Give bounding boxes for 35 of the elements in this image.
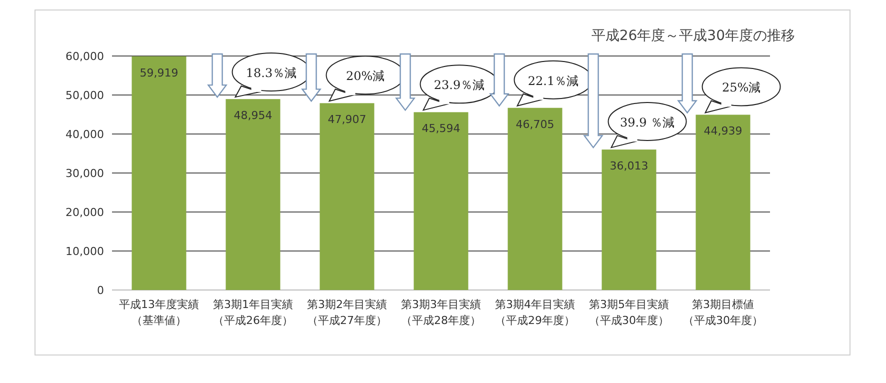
annotation: 25%減	[722, 80, 761, 95]
data-label: 45,594	[422, 122, 460, 136]
y-tick-label: 10,000	[66, 245, 104, 258]
bar	[132, 56, 186, 290]
data-label: 48,954	[234, 109, 272, 122]
y-tick-label: 30,000	[66, 167, 104, 180]
data-label: 47,907	[328, 113, 366, 126]
bar	[602, 150, 656, 290]
bar	[414, 112, 468, 290]
y-tick-label: 50,000	[66, 89, 104, 102]
annotation: 18.3％減	[246, 66, 297, 80]
x-tick-label: 第3期目標値（平成30年度）	[683, 298, 763, 327]
x-tick-label: 第3期5年目実績（平成30年度）	[589, 298, 669, 327]
y-tick-label: 40,000	[66, 128, 104, 141]
bar	[226, 99, 280, 290]
bar	[508, 108, 562, 290]
bar	[696, 114, 750, 290]
y-tick-label: 0	[97, 284, 104, 297]
x-tick-label: 平成13年度実績（基準値）	[119, 298, 199, 327]
data-label: 59,919	[140, 66, 178, 80]
y-tick-label: 60,000	[66, 50, 104, 63]
annotation: 20%減	[346, 69, 385, 84]
data-label: 46,705	[516, 118, 554, 131]
chart-title: 平成26年度～平成30年度の推移	[591, 28, 795, 44]
annotation: 23.9％減	[434, 78, 485, 92]
data-label: 44,939	[704, 124, 742, 138]
data-label: 36,013	[610, 160, 648, 173]
bar	[320, 103, 374, 290]
x-tick-label: 第3期3年目実績（平成28年度）	[401, 298, 481, 327]
x-tick-label: 第3期2年目実績（平成27年度）	[307, 298, 387, 327]
annotation: 39.9 ％減	[620, 116, 675, 130]
y-tick-label: 20,000	[66, 206, 104, 219]
x-tick-label: 第3期4年目実績（平成29年度）	[495, 298, 575, 327]
annotation: 22.1％減	[528, 74, 579, 88]
x-tick-label: 第3期1年目実績（平成26年度）	[213, 298, 293, 327]
